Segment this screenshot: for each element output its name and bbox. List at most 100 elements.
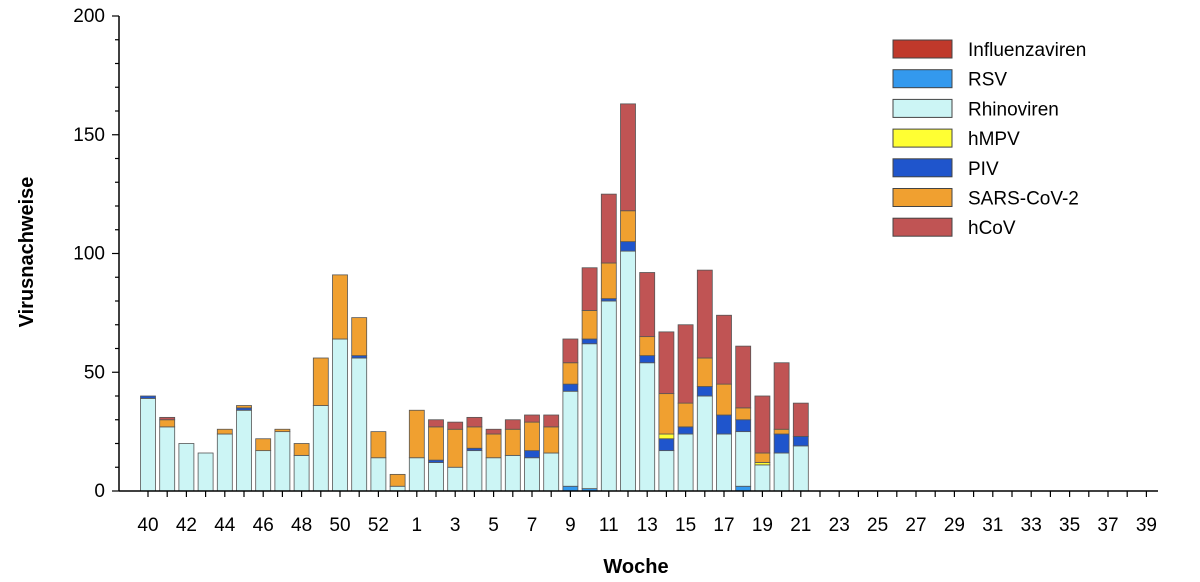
bar-segment-piv <box>735 419 752 433</box>
y-ticks: 0 50 100 150 200 <box>73 6 119 502</box>
bar-segment-hcov <box>677 324 694 404</box>
bar-segment-rhinoviren <box>639 362 656 492</box>
x-tick-label: 35 <box>1059 515 1080 536</box>
bar-segment-hcov <box>620 103 636 212</box>
bar-segment-piv <box>140 395 156 399</box>
bar-segment-hcov <box>716 314 732 385</box>
bar-segment-sars-cov-2 <box>639 336 656 357</box>
bar-segment-hcov <box>543 414 560 428</box>
bar-segment-sars-cov-2 <box>447 428 464 468</box>
bar-segment-rhinoviren <box>178 443 195 492</box>
x-ticks: 40 42 44 46 48 50 52 1 3 5 7 9 11 13 15 17 19 21 23 25 27 29 3… <box>137 491 1157 536</box>
bar-segment-sars-cov-2 <box>620 210 636 243</box>
bar-segment-piv <box>581 338 598 345</box>
y-axis-title: Virusnachweise <box>16 177 38 328</box>
x-tick-label: 42 <box>176 515 197 536</box>
bar-segment-rhinoviren <box>351 357 368 492</box>
bar-segment-rhinoviren <box>140 397 156 492</box>
bar-segment-piv <box>639 355 656 364</box>
bar-segment-piv <box>658 438 675 452</box>
x-tick-label: 39 <box>1136 515 1157 536</box>
bar-segment-rhinoviren <box>485 457 502 492</box>
legend-swatch-influenzaviren <box>892 39 953 59</box>
bar-segment-rhinoviren <box>562 390 579 487</box>
bar-segment-hcov <box>600 193 617 264</box>
bar-segment-rhinoviren <box>466 450 483 492</box>
x-tick-label: 9 <box>565 515 576 536</box>
bar-segment-hcov <box>447 421 464 430</box>
bar-segment-sars-cov-2 <box>735 407 752 421</box>
bar-segment-sars-cov-2 <box>543 426 560 454</box>
bar-segment-rhinoviren <box>504 454 521 492</box>
x-tick-label: 44 <box>214 515 236 536</box>
bar-segment-sars-cov-2 <box>754 452 771 463</box>
bar-segment-rhinoviren <box>524 457 540 492</box>
bar-segment-sars-cov-2 <box>274 428 291 433</box>
bar-segment-hcov <box>792 402 809 437</box>
bar-segment-piv <box>696 386 713 397</box>
y-tick-label: 0 <box>94 481 105 502</box>
legend-label-hmpv: hMPV <box>968 129 1020 150</box>
bar-segment-rhinoviren <box>370 457 387 492</box>
bar-segment-rhinoviren <box>696 395 713 492</box>
legend-swatch-piv <box>892 158 953 178</box>
x-tick-label: 52 <box>368 515 389 536</box>
bar-segment-rhinoviren <box>428 462 444 492</box>
bar-segment-sars-cov-2 <box>216 428 233 435</box>
bar-segment-rhinoviren <box>255 450 272 492</box>
bar-segment-sars-cov-2 <box>408 409 425 459</box>
bar-segment-sars-cov-2 <box>600 262 617 300</box>
bar-segment-hmpv <box>658 433 675 440</box>
x-tick-label: 15 <box>675 515 696 536</box>
bar-segment-hcov <box>466 416 483 428</box>
bar-segment-sars-cov-2 <box>485 433 502 459</box>
bar-segment-sars-cov-2 <box>351 317 368 357</box>
bar-segment-rhinoviren <box>792 445 809 492</box>
bar-segment-piv <box>562 383 579 392</box>
x-tick-label: 21 <box>790 515 811 536</box>
x-tick-label: 7 <box>527 515 538 536</box>
bar-segment-sars-cov-2 <box>716 383 732 416</box>
x-tick-label: 17 <box>713 515 734 536</box>
y-tick-label: 150 <box>73 125 105 146</box>
bar-segment-rhinoviren <box>274 431 291 492</box>
x-tick-label: 31 <box>982 515 1003 536</box>
bar-segment-sars-cov-2 <box>159 419 176 428</box>
x-tick-label: 48 <box>291 515 312 536</box>
bar-segment-piv <box>716 414 732 435</box>
bar-segment-hcov <box>773 362 790 430</box>
bar-layer <box>140 103 809 492</box>
legend-label-influenzaviren: Influenzaviren <box>968 40 1086 61</box>
x-tick-label: 19 <box>752 515 773 536</box>
bar-segment-sars-cov-2 <box>389 473 406 487</box>
x-tick-label: 37 <box>1097 515 1118 536</box>
bar-segment-sars-cov-2 <box>696 357 713 387</box>
bar-segment-sars-cov-2 <box>466 426 483 449</box>
x-tick-label: 23 <box>829 515 850 536</box>
legend-swatch-rhinoviren <box>892 98 953 118</box>
bar-segment-hcov <box>504 419 521 430</box>
bar-segment-rhinoviren <box>293 454 310 492</box>
legend-label-sars-cov-2: SARS-CoV-2 <box>968 189 1079 210</box>
bar-segment-rhinoviren <box>658 450 675 492</box>
bar-segment-sars-cov-2 <box>236 405 252 409</box>
bar-segment-rhinoviren <box>716 433 732 492</box>
x-tick-label: 29 <box>944 515 965 536</box>
bar-segment-sars-cov-2 <box>293 443 310 456</box>
bar-segment-sars-cov-2 <box>370 431 387 459</box>
x-tick-label: 3 <box>450 515 461 536</box>
y-tick-label: 200 <box>73 6 105 27</box>
bar-segment-sars-cov-2 <box>428 426 444 461</box>
bar-segment-rhinoviren <box>773 452 790 492</box>
bar-segment-sars-cov-2 <box>773 428 790 435</box>
x-axis-title: Woche <box>603 556 668 578</box>
bar-segment-rhinoviren <box>236 409 252 492</box>
legend-label-piv: PIV <box>968 159 999 180</box>
bar-segment-sars-cov-2 <box>562 362 579 385</box>
bar-segment-rhinoviren <box>408 457 425 492</box>
legend-swatch-rsv <box>892 69 953 89</box>
bar-segment-hcov <box>581 267 598 311</box>
bar-segment-piv <box>677 426 694 435</box>
y-tick-label: 100 <box>73 244 105 265</box>
bar-segment-hcov <box>159 416 176 421</box>
